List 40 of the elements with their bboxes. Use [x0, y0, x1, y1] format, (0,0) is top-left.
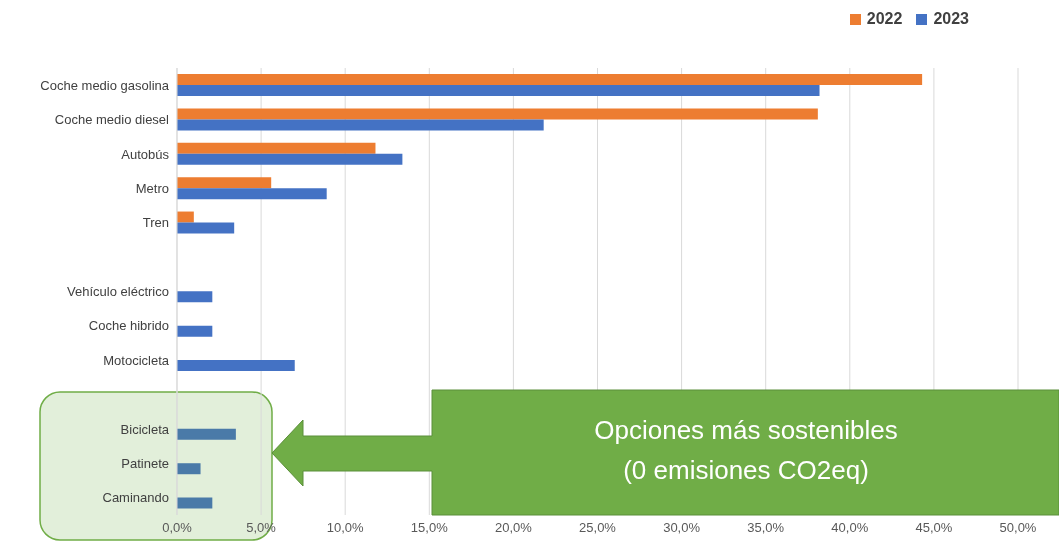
bar [177, 497, 213, 509]
y-tick-label: Tren [142, 215, 169, 231]
x-tick-label: 15,0% [410, 520, 449, 536]
x-tick-label: 10,0% [326, 520, 365, 536]
y-tick-label: Autobús [121, 146, 170, 162]
x-tick-label: 0,0% [162, 520, 193, 536]
y-tick-label: Coche hibrido [88, 318, 169, 334]
bar [177, 325, 213, 337]
bar [177, 153, 403, 165]
bar [177, 463, 201, 475]
legend-label: 2023 [933, 10, 969, 28]
x-tick-label: 35,0% [747, 520, 785, 536]
bar [177, 74, 923, 85]
bar [177, 108, 818, 120]
x-tick-label: 45,0% [915, 520, 953, 536]
bar [177, 222, 235, 234]
y-tick-label: Patinete [121, 456, 169, 472]
x-tick-label: 20,0% [494, 520, 533, 536]
y-tick-label: Metro [135, 180, 169, 196]
bar [177, 211, 194, 223]
y-tick-label: Vehículo eléctrico [67, 284, 169, 300]
legend-label: 2022 [866, 10, 903, 28]
bar [177, 428, 236, 440]
x-tick-label: 50,0% [999, 520, 1037, 536]
y-tick-label: Caminando [102, 490, 169, 506]
bar [177, 177, 272, 189]
x-tick-label: 25,0% [579, 520, 617, 536]
bar [177, 188, 327, 200]
y-tick-label: Coche medio gasolina [40, 77, 170, 93]
bar [177, 142, 376, 154]
bar [177, 85, 820, 96]
bar [177, 360, 295, 372]
y-tick-label: Coche medio diesel [54, 112, 170, 128]
bar [177, 291, 213, 303]
y-tick-label: Bicicleta [120, 421, 170, 437]
bar [177, 119, 544, 131]
x-tick-label: 40,0% [831, 520, 869, 536]
x-tick-label: 30,0% [663, 520, 701, 536]
y-tick-label: Motocicleta [103, 352, 170, 368]
annotation: Opciones más sostenibles (0 emisiones CO2eq) [593, 414, 899, 487]
